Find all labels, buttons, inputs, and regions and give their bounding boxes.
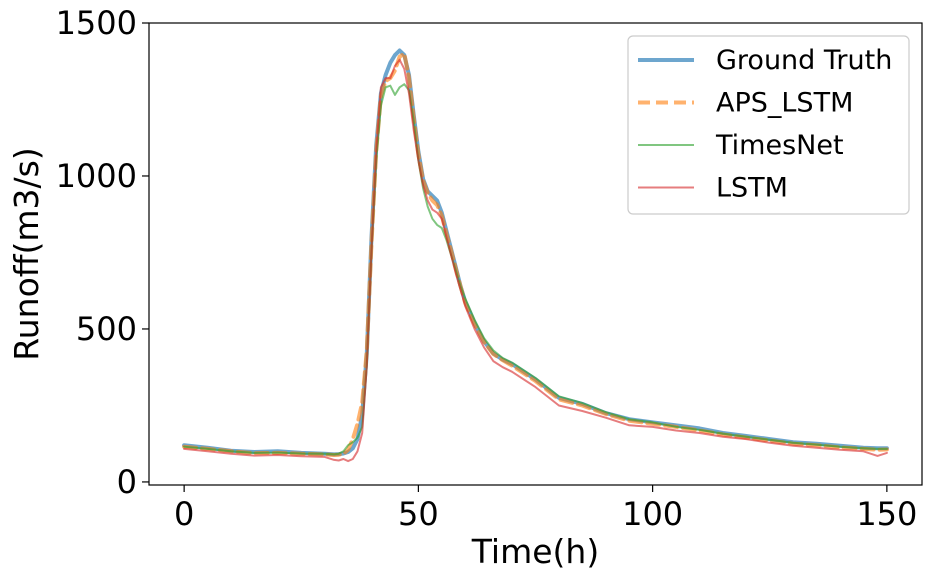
x-axis-label: Time(h) (471, 532, 599, 571)
y-axis: 0 500 1000 1500 (56, 4, 149, 501)
plot-frame (148, 22, 923, 486)
legend-label-1: APS_LSTM (716, 88, 853, 119)
x-tick-label: 100 (622, 495, 683, 533)
legend-label-3: LSTM (716, 173, 788, 204)
y-tick-label: 1000 (56, 157, 137, 195)
y-tick-label: 500 (76, 310, 137, 348)
legend-label-0: Ground Truth (716, 45, 892, 76)
y-tick-label: 1500 (56, 4, 137, 42)
y-tick-label: 0 (117, 463, 137, 501)
x-tick-label: 50 (398, 495, 439, 533)
y-axis-label: Runoff(m3/s) (7, 147, 46, 360)
x-axis: 0 50 100 150 (174, 485, 917, 533)
x-tick-label: 0 (174, 495, 194, 533)
legend-box (627, 35, 910, 215)
legend-label-2: TimesNet (715, 130, 844, 161)
series-line-2 (183, 83, 888, 456)
plot-area (182, 48, 889, 463)
x-tick-label: 150 (856, 495, 917, 533)
legend: Ground Truth APS_LSTM TimesNet LSTM (627, 35, 910, 215)
series-line-3 (183, 58, 888, 463)
